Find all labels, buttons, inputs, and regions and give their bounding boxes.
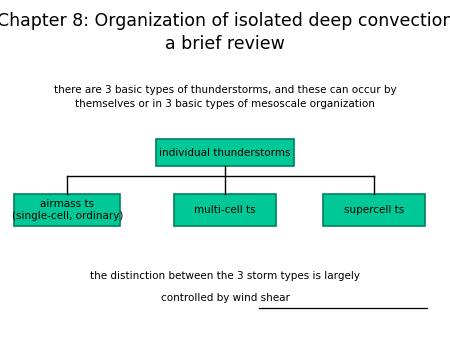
Text: Chapter 8: Organization of isolated deep convection: Chapter 8: Organization of isolated deep… (0, 12, 450, 30)
Text: individual thunderstorms: individual thunderstorms (159, 148, 291, 158)
Text: there are 3 basic types of thunderstorms, and these can occur by
themselves or i: there are 3 basic types of thunderstorms… (54, 85, 396, 110)
Text: airmass ts
(single-cell, ordinary): airmass ts (single-cell, ordinary) (12, 198, 123, 221)
Text: the distinction between the 3 storm types is largely: the distinction between the 3 storm type… (90, 270, 360, 281)
Text: supercell ts: supercell ts (344, 205, 404, 215)
Text: controlled by wind shear: controlled by wind shear (161, 293, 289, 304)
FancyBboxPatch shape (156, 140, 294, 166)
Text: multi-cell ts: multi-cell ts (194, 205, 256, 215)
Text: a brief review: a brief review (165, 35, 285, 53)
FancyBboxPatch shape (174, 194, 276, 225)
FancyBboxPatch shape (14, 194, 120, 225)
FancyBboxPatch shape (323, 194, 425, 225)
